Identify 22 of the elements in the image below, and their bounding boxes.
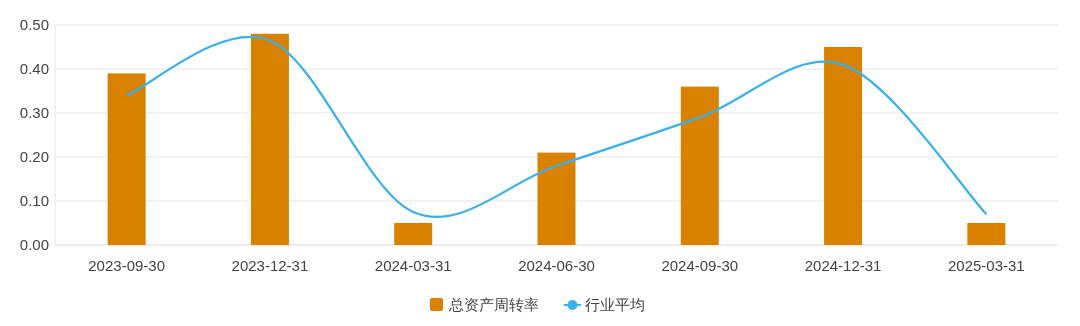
bar [824,47,863,245]
bar [250,33,289,245]
x-tick-label: 2023-09-30 [88,257,166,274]
bar [107,73,146,245]
bar [680,86,719,245]
y-tick-label: 0.20 [19,148,49,165]
bar [967,223,1006,245]
y-tick-label: 0.40 [19,60,49,77]
x-tick-label: 2023-12-31 [231,257,309,274]
x-tick-label: 2024-09-30 [661,257,739,274]
bar [394,223,433,245]
y-tick-label: 0.10 [19,192,49,209]
x-tick-label: 2024-06-30 [518,257,595,274]
x-tick-label: 2025-03-31 [947,257,1025,274]
legend-label: 行业平均 [585,296,645,313]
bar [537,152,576,245]
y-tick-label: 0.50 [19,16,49,33]
x-tick-label: 2024-12-31 [804,257,882,274]
y-tick-label: 0.30 [19,104,49,121]
y-tick-label: 0.00 [19,236,49,253]
legend-label: 总资产周转率 [448,296,539,313]
x-tick-label: 2024-03-31 [374,257,452,274]
